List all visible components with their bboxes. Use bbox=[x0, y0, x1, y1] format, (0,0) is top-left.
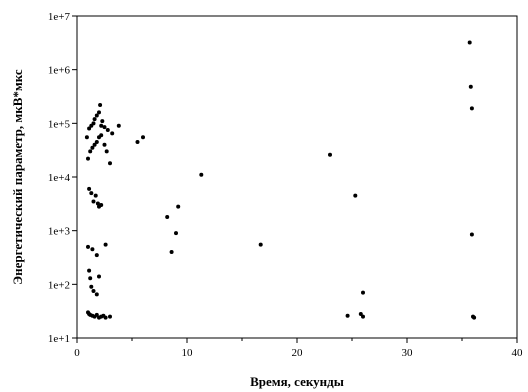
data-point bbox=[91, 121, 96, 126]
y-tick-label: 1e+3 bbox=[48, 226, 71, 238]
data-point bbox=[91, 199, 96, 204]
data-point bbox=[104, 149, 109, 154]
data-point bbox=[467, 40, 472, 45]
x-tick-label: 10 bbox=[182, 347, 194, 359]
y-axis-title: Энергетический параметр, мкВ*мкс bbox=[10, 69, 25, 285]
y-tick-label: 1e+7 bbox=[48, 11, 71, 23]
data-point bbox=[174, 231, 178, 236]
data-point bbox=[87, 186, 92, 191]
y-tick-label: 1e+5 bbox=[48, 118, 71, 130]
data-point bbox=[358, 312, 363, 317]
x-tick-label: 0 bbox=[74, 347, 80, 359]
data-point bbox=[94, 113, 99, 118]
data-point bbox=[102, 125, 107, 130]
data-point bbox=[110, 131, 115, 136]
data-point bbox=[94, 253, 99, 258]
data-point bbox=[361, 290, 365, 295]
data-points bbox=[84, 40, 477, 320]
data-point bbox=[165, 214, 170, 219]
data-point bbox=[89, 284, 94, 289]
data-point bbox=[88, 149, 93, 154]
data-point bbox=[108, 161, 112, 166]
data-point bbox=[141, 135, 145, 140]
data-point bbox=[199, 172, 204, 177]
data-point bbox=[88, 276, 93, 281]
y-tick-label: 1e+1 bbox=[48, 333, 70, 345]
data-point bbox=[361, 314, 365, 319]
data-point bbox=[91, 289, 96, 294]
data-point bbox=[86, 156, 90, 161]
data-point bbox=[93, 193, 98, 198]
y-tick-label: 1e+6 bbox=[48, 65, 71, 77]
data-point bbox=[469, 232, 474, 237]
data-point bbox=[102, 142, 107, 147]
x-tick-label: 30 bbox=[402, 347, 414, 359]
data-point bbox=[328, 152, 332, 157]
data-point bbox=[90, 247, 95, 252]
data-point bbox=[97, 110, 101, 115]
data-point bbox=[135, 139, 140, 144]
x-axis-title: Время, секунды bbox=[250, 374, 344, 389]
data-point bbox=[87, 268, 92, 273]
data-point bbox=[468, 84, 473, 89]
data-point bbox=[99, 123, 104, 128]
data-point bbox=[176, 204, 181, 209]
data-point bbox=[108, 314, 112, 319]
data-point bbox=[87, 126, 92, 131]
data-point bbox=[86, 244, 90, 249]
data-point bbox=[94, 312, 99, 317]
data-point bbox=[258, 242, 263, 247]
data-point bbox=[116, 123, 121, 128]
data-point bbox=[99, 133, 104, 138]
data-point bbox=[94, 139, 99, 144]
y-tick-label: 1e+4 bbox=[48, 172, 71, 184]
data-point bbox=[84, 135, 89, 140]
data-point bbox=[94, 292, 99, 297]
data-point bbox=[92, 142, 97, 147]
data-point bbox=[353, 193, 358, 198]
data-point bbox=[103, 242, 108, 247]
data-point bbox=[469, 106, 474, 111]
y-tick-label: 1e+2 bbox=[48, 279, 70, 291]
data-point bbox=[345, 313, 350, 318]
data-point bbox=[472, 315, 477, 320]
x-tick-label: 20 bbox=[292, 347, 304, 359]
data-point bbox=[92, 117, 97, 122]
x-tick-label: 40 bbox=[512, 347, 524, 359]
data-point bbox=[169, 250, 174, 255]
data-point bbox=[105, 128, 110, 133]
x-axis: 0 10 20 30 40 bbox=[74, 338, 523, 359]
data-point bbox=[99, 203, 104, 208]
data-point bbox=[89, 191, 94, 196]
data-point bbox=[103, 315, 108, 320]
y-axis: 1e+1 1e+2 1e+3 1e+4 1e+5 1e+6 1e+7 bbox=[48, 11, 77, 345]
data-point bbox=[100, 119, 105, 124]
data-point bbox=[97, 274, 101, 279]
data-point bbox=[90, 145, 95, 150]
data-point bbox=[98, 102, 103, 107]
data-point bbox=[95, 201, 100, 206]
